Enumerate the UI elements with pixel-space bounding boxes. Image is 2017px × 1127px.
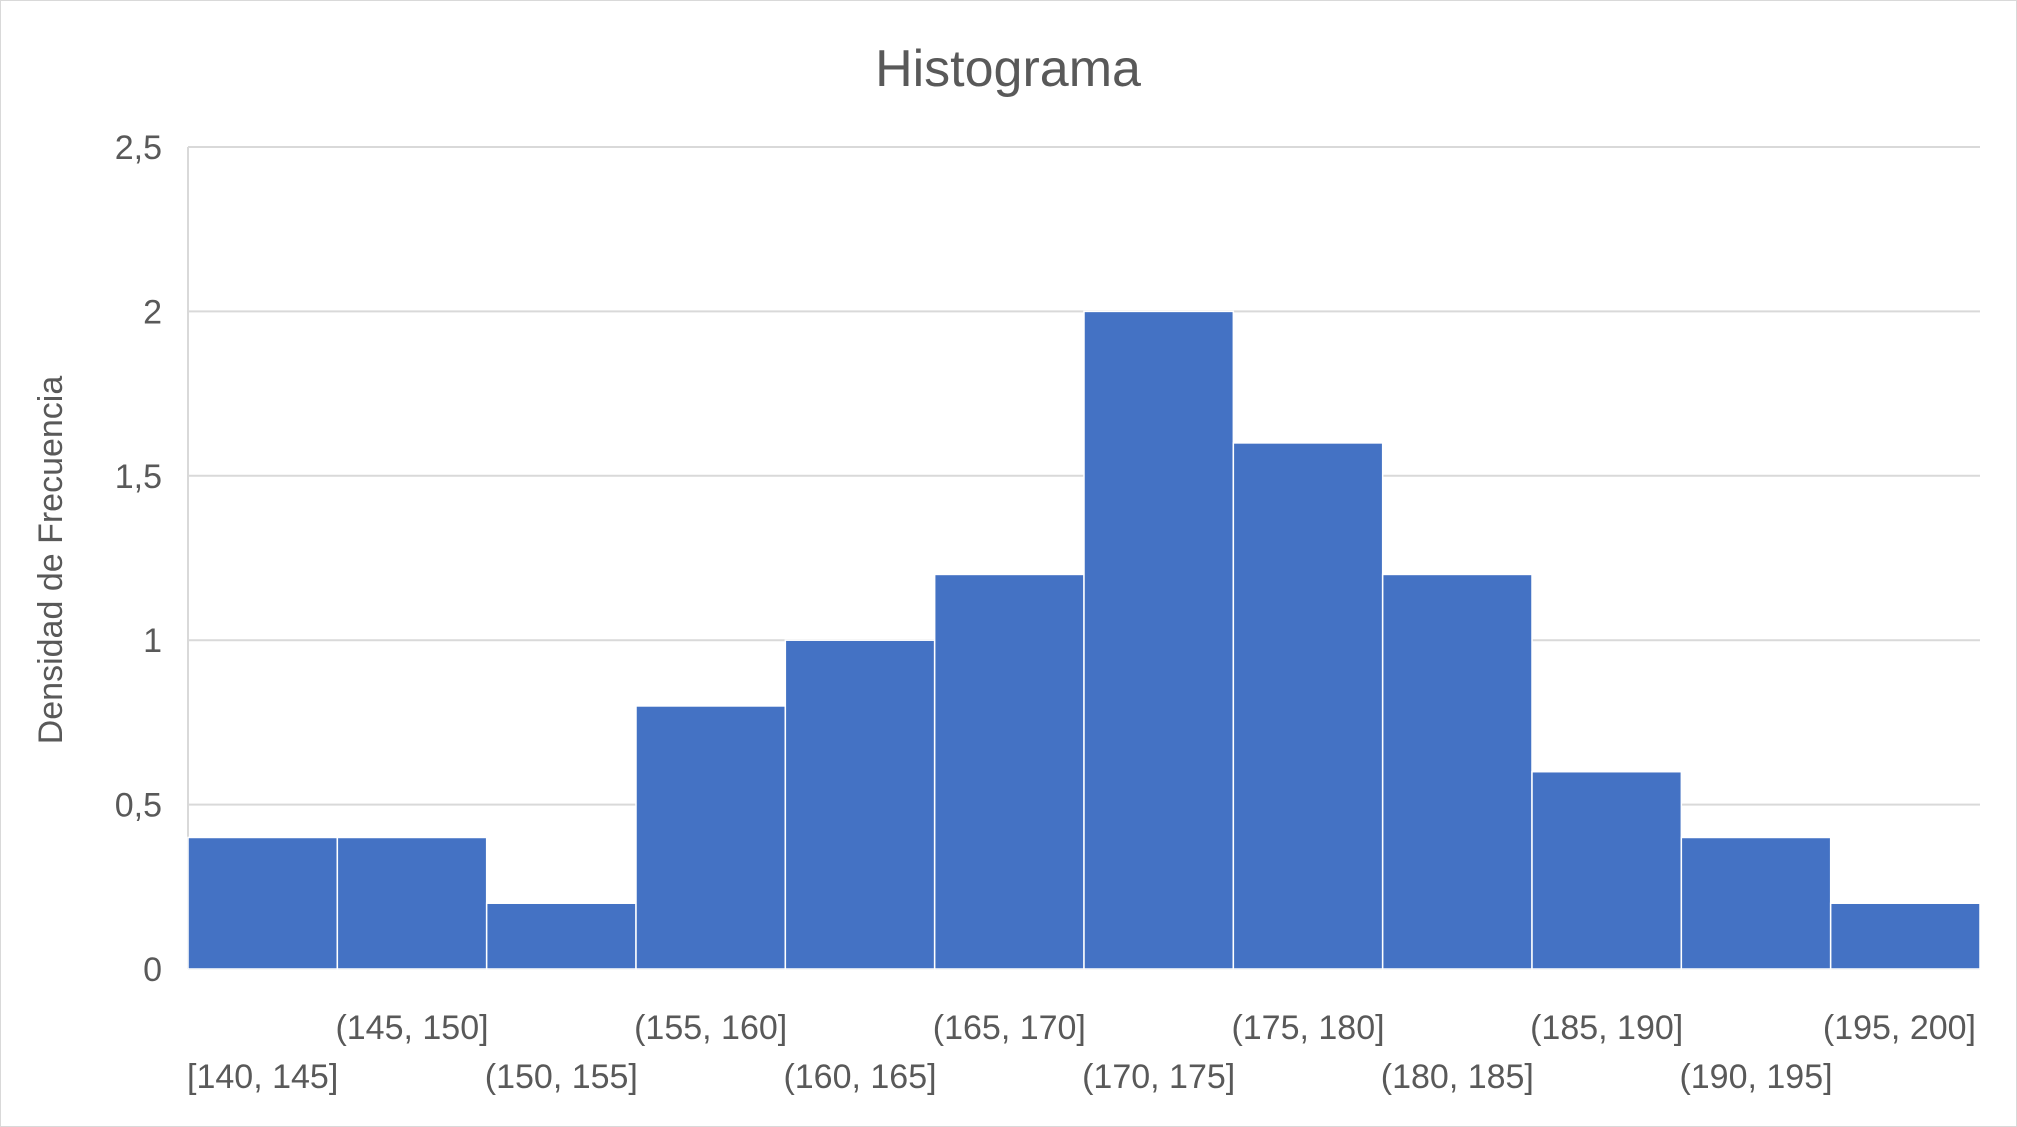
histogram-bar (1680, 836, 1832, 970)
histogram-bar (1232, 442, 1384, 970)
x-tick-label: (170, 175] (1082, 1058, 1235, 1096)
histogram-bar (1829, 902, 1981, 970)
x-tick-label: (145, 150] (335, 1009, 488, 1047)
y-tick-label: 0,5 (115, 787, 162, 825)
x-tick-label: (160, 165] (783, 1058, 936, 1096)
x-tick-labels: [140, 145] (145, 150] (150, 155] (155, 160]… (187, 1009, 1976, 1096)
x-tick-label: (165, 170] (933, 1009, 1086, 1047)
chart-title: Histograma (875, 40, 1141, 98)
histogram-bar (485, 902, 637, 970)
y-axis-title: Densidad de Frecuencia (32, 376, 70, 745)
histogram-bar (1381, 573, 1533, 970)
histogram-bar (187, 836, 339, 970)
x-tick-label: (155, 160] (634, 1009, 787, 1047)
histogram-bar (1531, 770, 1683, 970)
y-tick-labels: 0 0,5 1 1,5 2 2,5 (115, 129, 162, 989)
x-tick-label: (190, 195] (1679, 1058, 1832, 1096)
histogram-bar (1083, 310, 1235, 970)
x-tick-label: (180, 185] (1381, 1058, 1534, 1096)
y-tick-label: 2 (143, 293, 162, 331)
bars (187, 310, 1981, 970)
x-tick-label: (175, 180] (1231, 1009, 1384, 1047)
x-tick-label: [140, 145] (187, 1058, 338, 1096)
y-tick-label: 0 (143, 951, 162, 989)
x-tick-label: (185, 190] (1530, 1009, 1683, 1047)
x-tick-label: (195, 200] (1823, 1009, 1976, 1047)
histogram-bar (933, 573, 1085, 970)
y-tick-label: 1,5 (115, 458, 162, 496)
x-tick-label: (150, 155] (485, 1058, 638, 1096)
y-tick-label: 1 (143, 622, 162, 660)
histogram-bar (336, 836, 488, 970)
histogram-bar (635, 705, 787, 970)
histogram-bar (784, 639, 936, 970)
y-tick-label: 2,5 (115, 129, 162, 167)
